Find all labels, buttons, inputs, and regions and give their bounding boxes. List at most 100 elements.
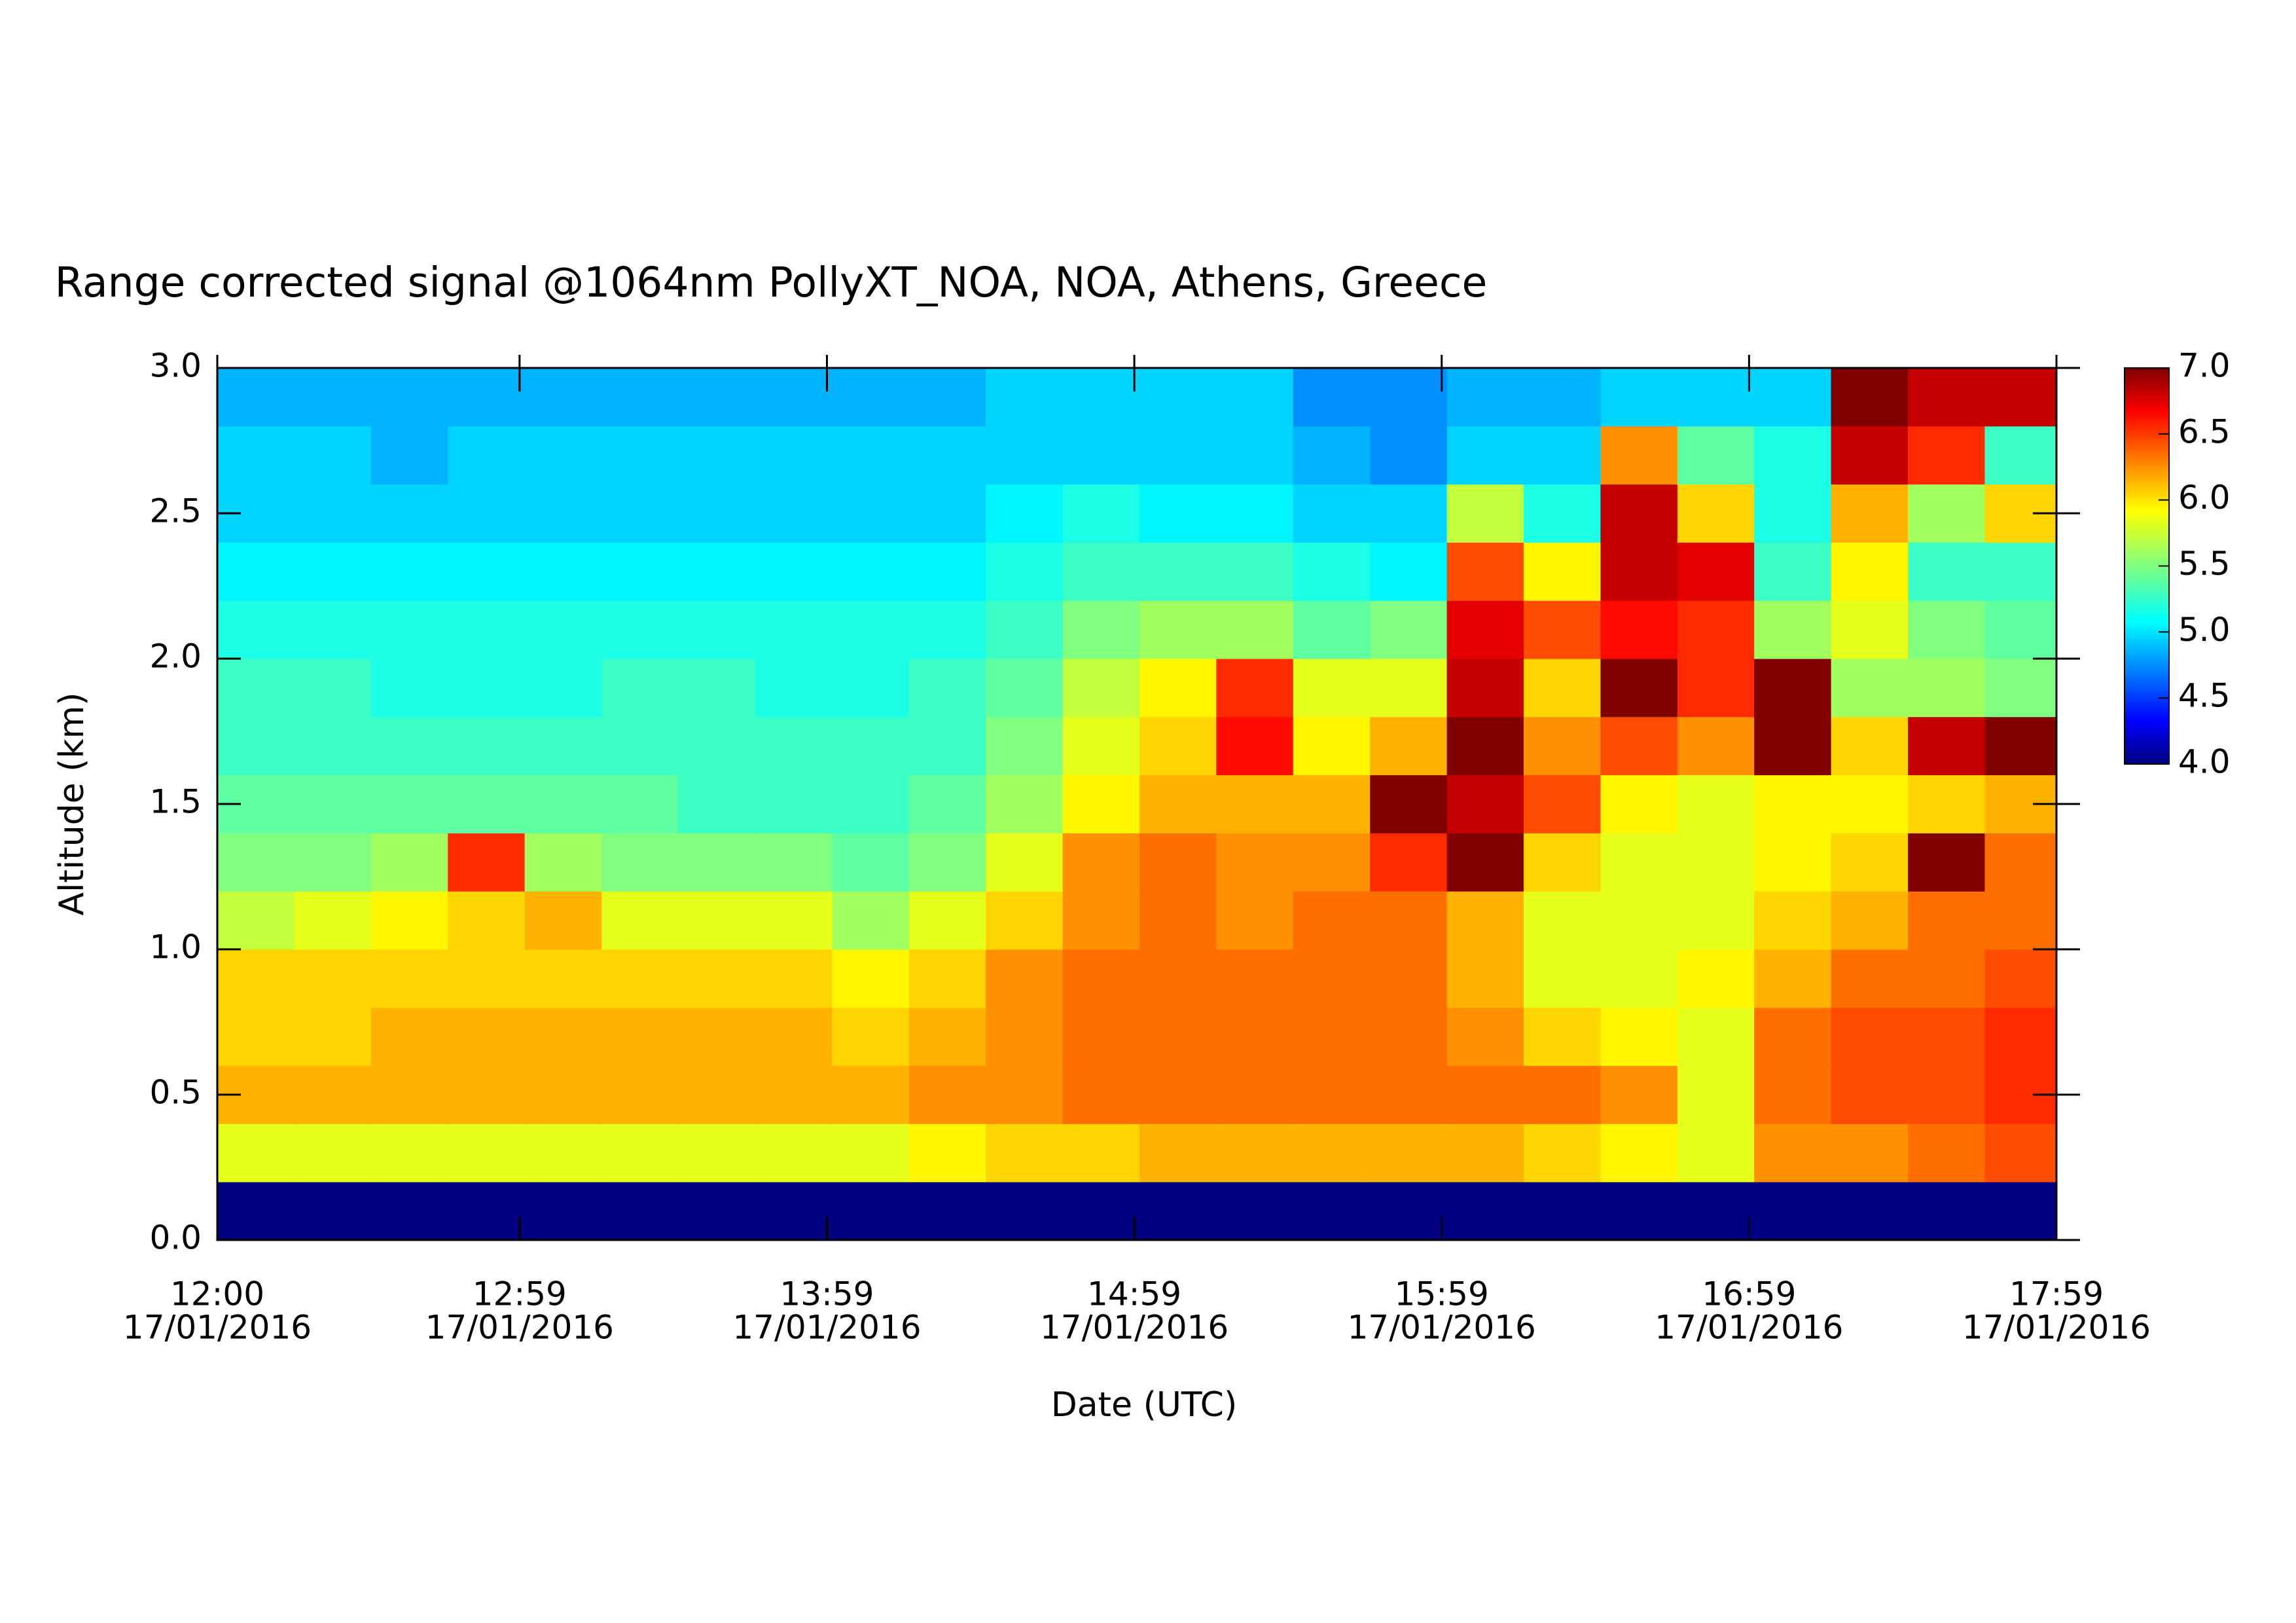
heatmap-cell xyxy=(601,891,679,950)
heatmap-cell xyxy=(1293,716,1371,776)
heatmap-cell xyxy=(1754,1007,1832,1067)
heatmap-cell xyxy=(986,1123,1064,1182)
heatmap-cell xyxy=(986,949,1064,1008)
heatmap-cell xyxy=(832,659,910,718)
heatmap-cell xyxy=(678,1007,756,1067)
heatmap-cell xyxy=(1600,600,1678,659)
heatmap-cell xyxy=(370,716,448,776)
heatmap-cell xyxy=(1062,833,1140,892)
heatmap-cell xyxy=(1216,600,1294,659)
heatmap-cell xyxy=(524,1065,602,1124)
heatmap-cell xyxy=(1600,426,1678,485)
heatmap-cell xyxy=(1139,484,1217,543)
heatmap-cell xyxy=(908,1182,986,1240)
heatmap-cell xyxy=(1523,891,1601,950)
heatmap xyxy=(217,368,2056,1240)
heatmap-cell xyxy=(908,775,986,833)
heatmap-cell xyxy=(986,1007,1064,1067)
heatmap-cell xyxy=(1984,368,2056,427)
heatmap-cell xyxy=(448,891,526,950)
heatmap-cell xyxy=(1908,1065,1985,1124)
heatmap-cell xyxy=(1062,426,1140,485)
heatmap-cell xyxy=(1600,542,1678,601)
heatmap-cell xyxy=(832,484,910,543)
heatmap-cell xyxy=(1293,1007,1371,1067)
heatmap-cell xyxy=(1062,368,1140,427)
heatmap-cell xyxy=(370,1007,448,1067)
heatmap-cell xyxy=(217,891,295,950)
heatmap-cell xyxy=(755,1065,833,1124)
heatmap-cell xyxy=(1139,775,1217,833)
heatmap-cell xyxy=(1600,1123,1678,1182)
heatmap-cell xyxy=(986,891,1064,950)
heatmap-cell xyxy=(524,426,602,485)
heatmap-cell xyxy=(1293,600,1371,659)
heatmap-cell xyxy=(1523,1065,1601,1124)
heatmap-cell xyxy=(1523,426,1601,485)
heatmap-cell xyxy=(908,833,986,892)
heatmap-cell xyxy=(1908,659,1985,718)
heatmap-cell xyxy=(1216,1007,1294,1067)
heatmap-cell xyxy=(370,1123,448,1182)
heatmap-cell xyxy=(294,542,372,601)
heatmap-cell xyxy=(908,484,986,543)
heatmap-cell xyxy=(524,1182,602,1240)
heatmap-cell xyxy=(1908,1007,1985,1067)
heatmap-cell xyxy=(601,1182,679,1240)
heatmap-cell xyxy=(601,368,679,427)
heatmap-cell xyxy=(1370,1007,1448,1067)
heatmap-cell xyxy=(1600,716,1678,776)
heatmap-cell xyxy=(832,600,910,659)
y-tick-label: 0.0 xyxy=(149,1219,202,1257)
heatmap-cell xyxy=(832,1182,910,1240)
heatmap-cell xyxy=(524,659,602,718)
heatmap-cell xyxy=(1523,1007,1601,1067)
heatmap-cell xyxy=(1446,1123,1524,1182)
heatmap-cell xyxy=(1139,1007,1217,1067)
chart-title: Range corrected signal @1064nm PollyXT_N… xyxy=(55,259,1488,306)
heatmap-cell xyxy=(1984,600,2056,659)
heatmap-cell xyxy=(1831,891,1909,950)
heatmap-cell xyxy=(217,1182,295,1240)
heatmap-cell xyxy=(755,1007,833,1067)
heatmap-cell xyxy=(832,1007,910,1067)
heatmap-cell xyxy=(1754,542,1832,601)
y-tick-label: 1.0 xyxy=(149,928,202,966)
heatmap-cell xyxy=(1446,1182,1524,1240)
heatmap-cell xyxy=(1831,775,1909,833)
heatmap-cell xyxy=(1600,1182,1678,1240)
heatmap-cell xyxy=(755,833,833,892)
heatmap-cell xyxy=(1677,716,1755,776)
heatmap-cell xyxy=(1139,542,1217,601)
heatmap-cell xyxy=(370,368,448,427)
heatmap-cell xyxy=(217,1123,295,1182)
heatmap-cell xyxy=(1754,1182,1832,1240)
heatmap-cell xyxy=(1677,542,1755,601)
heatmap-cell xyxy=(524,775,602,833)
heatmap-cell xyxy=(1370,949,1448,1008)
heatmap-cell xyxy=(678,716,756,776)
heatmap-cell xyxy=(908,949,986,1008)
heatmap-cell xyxy=(1139,891,1217,950)
heatmap-cell xyxy=(1523,600,1601,659)
heatmap-cell xyxy=(524,716,602,776)
heatmap-cell xyxy=(1446,833,1524,892)
heatmap-cell xyxy=(1984,426,2056,485)
heatmap-cell xyxy=(1139,716,1217,776)
heatmap-cell xyxy=(370,949,448,1008)
heatmap-cell xyxy=(1754,1065,1832,1124)
heatmap-cell xyxy=(1677,891,1755,950)
heatmap-cell xyxy=(601,542,679,601)
heatmap-cell xyxy=(986,426,1064,485)
heatmap-cell xyxy=(1370,1065,1448,1124)
heatmap-cell xyxy=(524,1123,602,1182)
heatmap-cell xyxy=(1139,1123,1217,1182)
heatmap-cell xyxy=(294,484,372,543)
heatmap-cell xyxy=(908,1123,986,1182)
heatmap-cell xyxy=(908,659,986,718)
heatmap-cell xyxy=(217,659,295,718)
heatmap-cell xyxy=(1677,775,1755,833)
heatmap-cell xyxy=(678,484,756,543)
heatmap-cell xyxy=(755,1123,833,1182)
heatmap-cell xyxy=(1908,833,1985,892)
